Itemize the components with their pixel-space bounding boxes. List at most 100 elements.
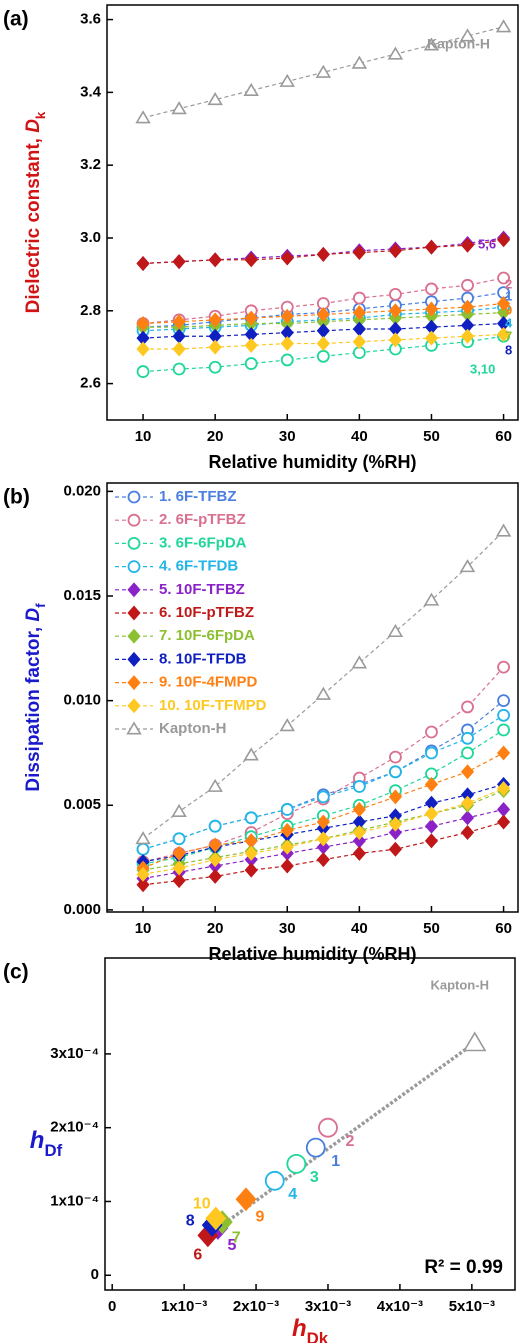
marker — [461, 746, 474, 760]
marker — [244, 862, 258, 878]
label-part: D — [23, 119, 44, 133]
panel-label: (a) — [3, 8, 29, 31]
marker — [208, 868, 222, 884]
marker — [496, 814, 511, 830]
marker — [235, 1187, 257, 1212]
marker — [318, 1117, 338, 1138]
marker — [171, 101, 187, 115]
label-part: Dk — [307, 1329, 329, 1343]
marker — [316, 323, 330, 339]
legend-marker — [126, 721, 142, 735]
marker — [280, 250, 294, 266]
marker — [462, 1031, 487, 1052]
plot-frame — [104, 957, 516, 1291]
legend-marker — [127, 582, 141, 598]
y-tick-label: 0.015 — [63, 587, 101, 604]
marker — [136, 255, 150, 271]
label-part: f — [33, 603, 48, 608]
marker — [207, 778, 223, 792]
y-axis-label: Dissipation factor, Df — [23, 603, 48, 792]
marker — [424, 330, 439, 346]
legend-label: 4. 6F-TFDB — [159, 558, 238, 575]
marker — [208, 312, 222, 328]
marker — [172, 314, 186, 330]
marker — [264, 1170, 285, 1191]
marker — [459, 559, 476, 573]
series-line — [142, 752, 504, 869]
marker — [352, 321, 366, 337]
marker — [352, 845, 366, 861]
annotation: 5,6 — [478, 236, 496, 251]
legend-marker — [127, 513, 141, 527]
label-part: Dielectric constant, — [23, 133, 44, 314]
legend-label: Kapton-H — [159, 720, 227, 737]
y-tick-label: 1x10⁻⁴ — [50, 1192, 99, 1209]
marker — [497, 271, 510, 285]
marker — [244, 310, 258, 326]
marker — [315, 64, 332, 78]
point-label: Kapton-H — [430, 977, 489, 992]
x-axis-label: Relative humidity (%RH) — [208, 944, 416, 964]
marker — [208, 852, 222, 868]
marker — [460, 810, 475, 826]
marker — [244, 252, 258, 268]
legend-label: 1. 6F-TFBZ — [159, 488, 237, 505]
marker — [389, 765, 402, 779]
marker — [351, 55, 368, 69]
marker — [423, 592, 440, 606]
marker — [352, 291, 366, 305]
marker — [460, 328, 475, 344]
marker — [316, 306, 330, 322]
marker — [424, 301, 439, 317]
marker — [388, 824, 403, 840]
marker — [388, 789, 403, 805]
marker — [172, 832, 186, 846]
y-tick-label: 2x10⁻⁴ — [50, 1119, 99, 1136]
marker — [461, 731, 474, 745]
legend-marker — [127, 675, 141, 691]
marker — [208, 339, 222, 355]
marker — [389, 288, 402, 301]
legend-label: 9. 10F-4FMPD — [159, 674, 258, 691]
label-part: h — [30, 1127, 45, 1154]
marker — [172, 341, 186, 357]
label-part: D — [23, 608, 44, 622]
x-tick-label: 60 — [495, 428, 512, 445]
marker — [135, 831, 151, 845]
marker — [172, 845, 186, 861]
marker — [352, 245, 366, 261]
marker — [352, 801, 366, 817]
x-tick-label: 5x10⁻³ — [449, 1298, 495, 1315]
y-tick-label: 0 — [91, 1266, 99, 1283]
marker — [496, 801, 511, 817]
point-label: 10 — [193, 1196, 211, 1213]
marker — [208, 360, 222, 374]
y-tick-label: 3.4 — [80, 83, 102, 100]
marker — [171, 803, 187, 818]
y-tick-label: 3x10⁻⁴ — [50, 1045, 99, 1062]
marker — [208, 837, 222, 853]
annotation: 8 — [505, 342, 512, 357]
x-tick-label: 40 — [351, 428, 368, 445]
marker — [352, 305, 366, 321]
marker — [425, 725, 438, 739]
marker — [316, 349, 330, 363]
marker — [244, 337, 258, 353]
marker — [305, 1137, 326, 1158]
point-label: 6 — [193, 1247, 202, 1264]
x-tick-label: 3x10⁻³ — [305, 1298, 351, 1315]
x-tick-label: 30 — [279, 428, 296, 445]
point-label: 5 — [227, 1237, 236, 1254]
marker — [316, 814, 330, 830]
marker — [459, 28, 476, 42]
marker — [243, 82, 259, 97]
x-tick-label: 60 — [495, 920, 512, 937]
marker — [316, 246, 330, 262]
marker — [136, 341, 150, 357]
legend-marker — [127, 537, 141, 550]
legend-marker — [127, 560, 141, 573]
marker — [424, 818, 439, 834]
marker — [388, 332, 403, 348]
legend-marker — [127, 628, 141, 644]
marker — [352, 824, 366, 840]
